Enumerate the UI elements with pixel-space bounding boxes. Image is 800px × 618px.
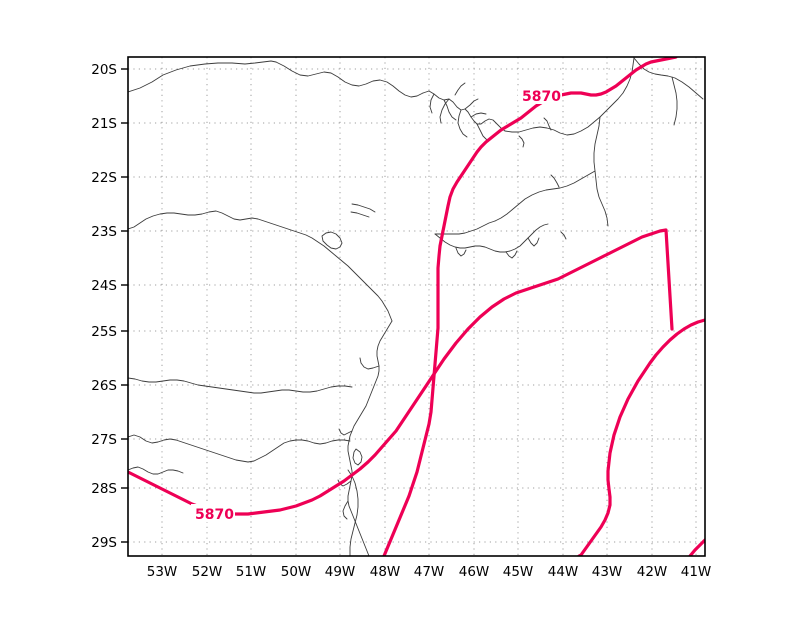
river-branch-7 <box>470 112 487 118</box>
contour-label-north-bg <box>518 86 562 104</box>
contour-5870-east <box>577 318 705 556</box>
border-sp-pr <box>128 210 393 322</box>
border-mg-interior-south <box>593 116 609 227</box>
x-axis-labels: 53W 52W 51W 50W 49W 48W 47W 46W 45W 44W … <box>147 564 712 580</box>
coastline-rio-santos <box>434 223 549 253</box>
coastline-island-sc <box>352 448 363 466</box>
border-sp-ms-northwest <box>128 60 277 93</box>
coastline-bay-detail-2 <box>338 428 353 436</box>
plot-background <box>128 57 705 556</box>
coastline-detail-bay-2 <box>505 250 518 259</box>
ylabel-7: 27S <box>91 432 117 448</box>
coastline-bay-detail-4 <box>342 500 349 520</box>
xlabel-5: 48W <box>370 564 401 580</box>
detail-offshore-island-2 <box>560 231 567 240</box>
contour-label-north: 5870 <box>522 89 561 105</box>
xlabel-12: 41W <box>681 564 712 580</box>
border-sp-mg-north <box>275 61 424 98</box>
ylabel-1: 21S <box>91 116 117 132</box>
detail-lake-2 <box>550 174 560 188</box>
y-axis-labels: 20S 21S 22S 23S 24S 25S 26S 27S 28S 29S <box>91 62 117 551</box>
ylabel-3: 23S <box>91 224 117 240</box>
coastline-detail-bay-1 <box>455 247 467 257</box>
grid-lines <box>128 57 705 556</box>
axis-ticks <box>121 68 128 543</box>
border-mg-rj <box>504 57 635 136</box>
xlabel-6: 47W <box>414 564 445 580</box>
contour-label-southwest-bg <box>191 504 235 522</box>
coastline-rs-lagoon <box>347 469 359 556</box>
border-sc-rs <box>128 434 351 463</box>
border-pr-sc <box>128 377 353 394</box>
river-branch-5 <box>476 123 488 141</box>
ylabel-6: 26S <box>91 378 117 394</box>
border-mg-es <box>633 57 704 100</box>
plot-frame <box>127 56 706 557</box>
ylabel-9: 29S <box>91 535 117 551</box>
border-es-ba <box>671 76 678 126</box>
contour-5870-southeast <box>688 538 705 556</box>
contour-labels: 5870 5870 <box>191 86 562 523</box>
border-rs-interior <box>128 466 184 475</box>
ylabel-2: 22S <box>91 170 117 186</box>
river-branch-2 <box>457 109 468 138</box>
xlabel-1: 52W <box>192 564 223 580</box>
river-branch-8 <box>429 93 435 114</box>
xlabel-11: 42W <box>637 564 668 580</box>
xlabel-3: 50W <box>281 564 312 580</box>
xlabel-10: 43W <box>592 564 623 580</box>
ylabel-5: 25S <box>91 324 117 340</box>
contour-label-southwest: 5870 <box>195 507 234 523</box>
xlabel-8: 45W <box>503 564 534 580</box>
xlabel-4: 49W <box>325 564 356 580</box>
coastline-detail-bay-3 <box>527 237 540 247</box>
detail-lake-1 <box>543 117 552 131</box>
river-branch-4 <box>464 98 479 110</box>
xlabel-2: 51W <box>236 564 267 580</box>
ylabel-0: 20S <box>91 62 117 78</box>
detail-island-2 <box>351 203 376 213</box>
xlabel-0: 53W <box>147 564 178 580</box>
river-branch-6 <box>454 82 466 96</box>
river-rio-grande <box>422 90 506 132</box>
river-branch-3 <box>439 98 450 124</box>
contour-5870-north <box>382 57 678 556</box>
xlabel-7: 46W <box>459 564 490 580</box>
geography-layer <box>128 57 704 556</box>
ylabel-8: 28S <box>91 481 117 497</box>
river-branch-1 <box>443 99 457 121</box>
detail-island-1 <box>321 231 343 250</box>
border-rj-mg <box>494 170 596 222</box>
detail-island-3 <box>350 211 370 218</box>
xlabel-9: 44W <box>548 564 579 580</box>
detail-offshore-island-1 <box>518 135 525 148</box>
coastline-bay-paranagua <box>359 357 380 370</box>
coastline-santos-paranagua <box>347 320 393 556</box>
border-sp-coast-interior <box>434 220 496 235</box>
ylabel-4: 24S <box>91 278 117 294</box>
